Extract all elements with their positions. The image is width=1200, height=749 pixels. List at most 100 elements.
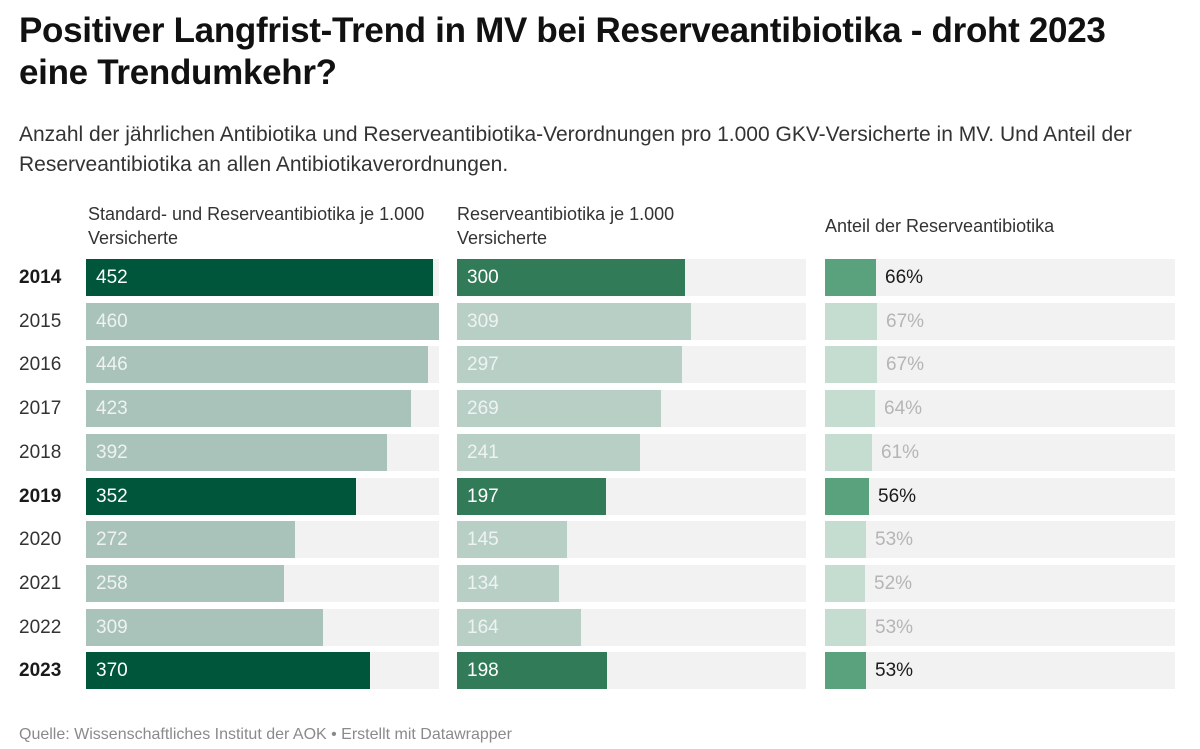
bar-reserve-2019: [457, 478, 606, 515]
year-label: 2016: [19, 354, 62, 375]
bar-track-total: 446: [86, 346, 439, 383]
bar-track-share: 52%: [825, 565, 1175, 602]
bar-track-reserve: 198: [457, 652, 806, 689]
chart-subtitle: Anzahl der jährlichen Antibiotika und Re…: [19, 123, 1132, 176]
value-label-total: 258: [96, 573, 128, 594]
bar-total-2022: [86, 609, 323, 646]
bar-track-reserve: 134: [457, 565, 806, 602]
value-label-reserve: 241: [467, 442, 499, 463]
bar-reserve-2016: [457, 346, 682, 383]
year-label: 2014: [19, 267, 62, 288]
value-label-reserve: 145: [467, 529, 499, 550]
bar-track-share: 53%: [825, 652, 1175, 689]
column-header-reserve: Reserveantibiotika je 1.000 Versicherte: [457, 204, 675, 248]
column-header-total: Standard- und Reserveantibiotika je 1.00…: [88, 204, 425, 248]
year-label: 2019: [19, 486, 62, 507]
bar-share-2017: [825, 390, 875, 427]
bar-track-reserve: 269: [457, 390, 806, 427]
bar-share-2020: [825, 521, 866, 558]
bar-total-2020: [86, 521, 295, 558]
bar-share-2018: [825, 434, 872, 471]
year-label: 2023: [19, 660, 62, 681]
year-label: 2017: [19, 398, 62, 419]
value-label-total: 460: [96, 311, 128, 332]
value-label-total: 352: [96, 486, 128, 507]
year-label: 2018: [19, 442, 62, 463]
bar-reserve-2018: [457, 434, 640, 471]
bar-total-2018: [86, 434, 387, 471]
bar-track-reserve: 300: [457, 259, 806, 296]
value-label-share: 67%: [886, 354, 925, 375]
value-label-total: 423: [96, 398, 128, 419]
value-label-reserve: 297: [467, 354, 499, 375]
bar-share-2023: [825, 652, 866, 689]
bar-track-share: 61%: [825, 434, 1175, 471]
bar-track-total: 258: [86, 565, 439, 602]
bar-reserve-2022: [457, 609, 581, 646]
bar-track-share: 67%: [825, 303, 1175, 340]
column-header-share: Anteil der Reserveantibiotika: [825, 216, 1055, 236]
bar-total-2016: [86, 346, 428, 383]
bar-reserve-2014: [457, 259, 685, 296]
bar-track-total: 423: [86, 390, 439, 427]
bar-track-total: 309: [86, 609, 439, 646]
bar-total-2021: [86, 565, 284, 602]
bar-total-2015: [86, 303, 439, 340]
value-label-total: 392: [96, 442, 128, 463]
value-label-share: 66%: [885, 267, 924, 288]
bar-share-2022: [825, 609, 866, 646]
value-label-total: 272: [96, 529, 128, 550]
year-label: 2020: [19, 529, 62, 550]
bar-share-2014: [825, 259, 876, 296]
bar-track-total: 460: [86, 303, 439, 340]
bar-track-reserve: 297: [457, 346, 806, 383]
chart-title: Positiver Langfrist-Trend in MV bei Rese…: [19, 11, 1106, 92]
bar-share-2021: [825, 565, 865, 602]
bar-reserve-2023: [457, 652, 607, 689]
value-label-total: 446: [96, 354, 128, 375]
bar-track-reserve: 164: [457, 609, 806, 646]
value-label-share: 53%: [875, 660, 914, 681]
bar-track-reserve: 145: [457, 521, 806, 558]
bar-track-share: 64%: [825, 390, 1175, 427]
bar-track-reserve: 309: [457, 303, 806, 340]
bar-track-reserve: 241: [457, 434, 806, 471]
bar-track-share: 66%: [825, 259, 1175, 296]
value-label-share: 67%: [886, 311, 925, 332]
value-label-total: 309: [96, 617, 128, 638]
value-label-share: 61%: [881, 442, 920, 463]
value-label-reserve: 300: [467, 267, 499, 288]
bar-share-2015: [825, 303, 877, 340]
bar-total-2014: [86, 259, 433, 296]
bar-share-2019: [825, 478, 869, 515]
value-label-reserve: 197: [467, 486, 499, 507]
bar-reserve-2021: [457, 565, 559, 602]
bar-total-2023: [86, 652, 370, 689]
value-label-share: 64%: [884, 398, 923, 419]
bar-track-total: 370: [86, 652, 439, 689]
bar-track-reserve: 197: [457, 478, 806, 515]
bar-track-total: 352: [86, 478, 439, 515]
year-label: 2022: [19, 617, 62, 638]
value-label-reserve: 164: [467, 617, 499, 638]
bar-reserve-2017: [457, 390, 661, 427]
bar-total-2019: [86, 478, 356, 515]
source-note: Quelle: Wissenschaftliches Institut der …: [19, 726, 512, 743]
value-label-share: 53%: [875, 617, 914, 638]
bar-track-share: 67%: [825, 346, 1175, 383]
bar-track-total: 452: [86, 259, 439, 296]
value-label-total: 370: [96, 660, 128, 681]
bar-track-total: 272: [86, 521, 439, 558]
bar-track-share: 53%: [825, 609, 1175, 646]
value-label-reserve: 309: [467, 311, 499, 332]
bar-total-2017: [86, 390, 411, 427]
value-label-total: 452: [96, 267, 128, 288]
value-label-reserve: 269: [467, 398, 499, 419]
value-label-share: 56%: [878, 486, 917, 507]
bar-track-share: 56%: [825, 478, 1175, 515]
bar-track-total: 392: [86, 434, 439, 471]
bar-share-2016: [825, 346, 877, 383]
year-label: 2015: [19, 311, 62, 332]
value-label-reserve: 134: [467, 573, 499, 594]
bar-reserve-2015: [457, 303, 691, 340]
